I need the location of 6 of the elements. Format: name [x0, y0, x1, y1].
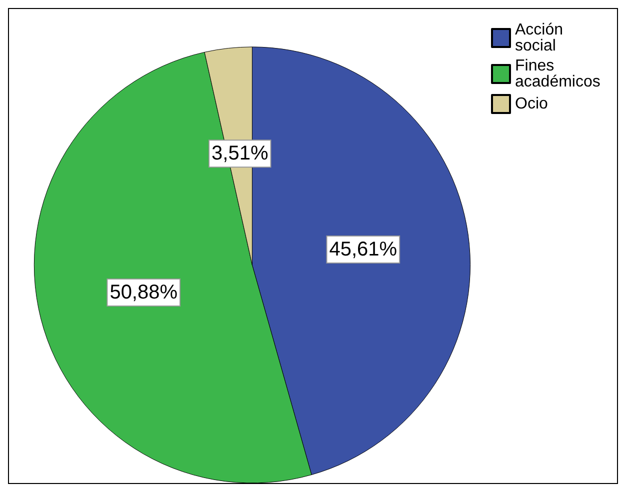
legend-label: Ocio	[515, 96, 548, 112]
legend-label: Fines académicos	[515, 58, 600, 90]
data-label: 45,61%	[329, 238, 398, 261]
data-label: 50,88%	[110, 281, 178, 304]
data-label: 3,51%	[212, 142, 268, 165]
legend-label: Acción social	[515, 22, 568, 54]
